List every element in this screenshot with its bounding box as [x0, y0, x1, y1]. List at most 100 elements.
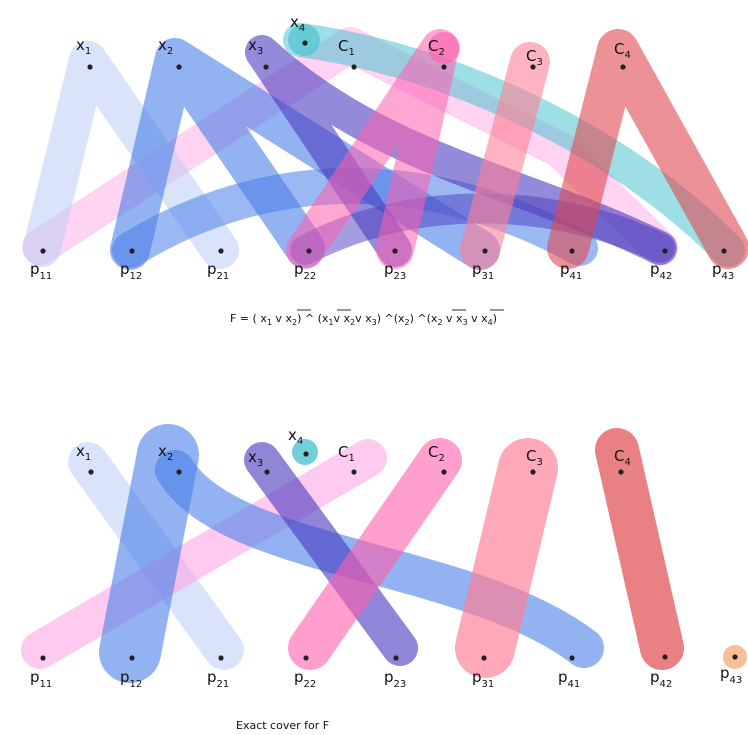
formula-part: 1	[328, 318, 333, 327]
formula-part: v	[272, 312, 286, 325]
bottom-edge-x3	[244, 442, 418, 666]
top-labels: x1 x2 x3 x4 C1 C2 C3 C4 p11 p12 p21 p22 …	[30, 13, 734, 282]
bottom-label-x2: x2	[158, 442, 173, 463]
bottom-edge-c4	[595, 428, 684, 670]
bottom-edge-c3	[455, 438, 558, 678]
formula-part: 2	[405, 318, 410, 327]
top-edge-c2	[286, 29, 459, 269]
bottom-label-p23: p23	[384, 668, 406, 690]
formula-part: 4	[488, 318, 493, 327]
formula-part: 3	[463, 318, 468, 327]
bottom-label-c3: C3	[526, 447, 543, 468]
formula-part: v x	[355, 312, 372, 325]
bottom-edge-c1	[21, 439, 387, 669]
formula-part: ) ^ (	[297, 312, 322, 325]
bottom-dot-p12	[129, 655, 135, 661]
top-label-p42: p42	[650, 260, 672, 282]
top-label-c4: C4	[614, 40, 631, 61]
bottom-label-p12: p12	[120, 668, 142, 690]
formula-part: 1	[267, 318, 272, 327]
bottom-dot-p22	[303, 655, 309, 661]
bottom-label-p11: p11	[30, 668, 52, 690]
top-dot-c3	[530, 64, 536, 70]
formula-part: F = ( x	[230, 312, 267, 325]
bottom-vertices	[40, 451, 738, 661]
top-dot-p23	[392, 248, 398, 254]
top-dot-p12	[129, 248, 135, 254]
top-dot-x1	[87, 64, 93, 70]
top-label-p43: p43	[712, 260, 734, 282]
bottom-dot-c4	[618, 469, 624, 475]
top-label-x3: x3	[248, 36, 263, 57]
formula-part: 2	[350, 318, 355, 327]
bottom-label-x1: x1	[76, 442, 91, 463]
top-dot-p43	[721, 248, 727, 254]
top-dot-p11	[40, 248, 46, 254]
formula-part: 2	[292, 318, 297, 327]
top-dot-x3	[263, 64, 269, 70]
top-dot-x4	[302, 40, 308, 46]
bottom-dot-x3	[264, 469, 270, 475]
top-diagram: x1 x2 x3 x4 C1 C2 C3 C4 p11 p12 p21 p22 …	[22, 13, 748, 282]
bottom-dot-p41	[569, 655, 575, 661]
bottom-dot-p42	[662, 654, 668, 660]
bottom-dot-c1	[351, 469, 357, 475]
top-dot-c4	[620, 64, 626, 70]
top-vertices	[40, 40, 727, 254]
top-c2-circle	[428, 32, 460, 64]
top-dot-c2	[441, 64, 447, 70]
top-label-p23: p23	[384, 260, 406, 282]
bottom-dot-p23	[393, 655, 399, 661]
bottom-label-p31: p31	[472, 668, 494, 690]
top-label-c3: C3	[526, 47, 543, 68]
top-label-x4: x4	[290, 13, 305, 34]
bottom-label-p42: p42	[650, 668, 672, 690]
formula-part: x	[322, 312, 329, 325]
top-label-c1: C1	[338, 37, 355, 58]
bottom-dot-p43	[732, 654, 738, 660]
formula-part: 3	[372, 318, 377, 327]
bottom-edge-x2	[99, 424, 199, 683]
bottom-label-p41: p41	[558, 668, 580, 690]
top-edge-c4	[547, 29, 748, 269]
formula-part: )	[493, 312, 497, 325]
top-dot-x2	[176, 64, 182, 70]
top-dot-p31	[482, 248, 488, 254]
bottom-hyperedges	[21, 424, 684, 683]
formula-part: ) ^(x	[377, 312, 405, 325]
bottom-dot-x2	[176, 469, 182, 475]
top-dot-p42	[662, 248, 668, 254]
bottom-label-p22: p22	[294, 668, 316, 690]
bottom-label-p21: p21	[207, 668, 229, 690]
bottom-label-x4: x4	[288, 426, 303, 447]
formula-part: v	[443, 312, 457, 325]
top-edge-c3	[460, 42, 550, 270]
bottom-dot-p31	[481, 655, 487, 661]
bottom-label-p43: p43	[720, 664, 742, 686]
bottom-dot-x1	[88, 469, 94, 475]
top-label-x1: x1	[76, 36, 91, 57]
formula-part: 2	[437, 318, 442, 327]
bottom-dot-p11	[40, 655, 46, 661]
top-dot-p21	[218, 248, 224, 254]
top-label-p41: p41	[560, 260, 582, 282]
formula-part: ) ^(	[410, 312, 431, 325]
bottom-dot-p21	[218, 655, 224, 661]
bottom-label-x3: x3	[248, 448, 263, 469]
formula-part: x	[285, 312, 292, 325]
top-hyperedges	[22, 23, 748, 270]
bottom-dot-x4	[303, 451, 309, 457]
top-label-x2: x2	[158, 36, 173, 57]
top-label-c2: C2	[428, 37, 445, 58]
top-dot-c1	[351, 64, 357, 70]
top-label-p22: p22	[294, 260, 316, 282]
caption: Exact cover for F	[236, 719, 329, 732]
formula-part: v x	[333, 312, 350, 325]
bottom-labels: x1 x2 x3 x4 C1 C2 C3 C4 p11 p12 p21 p22 …	[30, 426, 742, 690]
bottom-diagram: x1 x2 x3 x4 C1 C2 C3 C4 p11 p12 p21 p22 …	[21, 424, 747, 690]
formula: F = ( x1 v x2) ^ (x1v x2v x3) ^(x2) ^(x2…	[230, 312, 497, 327]
bottom-dot-c2	[441, 469, 447, 475]
formula-part: v x	[468, 312, 489, 325]
bottom-label-c2: C2	[428, 443, 445, 464]
